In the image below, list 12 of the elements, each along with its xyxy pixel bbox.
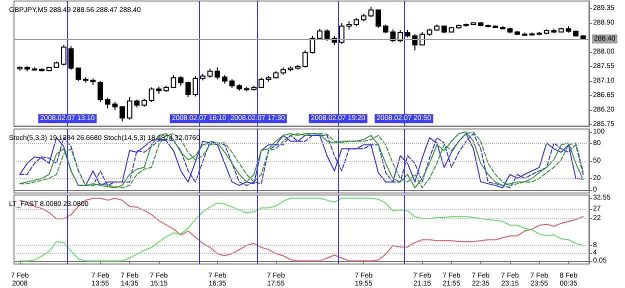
candlestick [376,8,382,28]
candlestick [420,31,425,46]
candlestick [61,44,66,66]
candlestick [120,106,125,122]
candlestick [368,6,374,18]
candlestick [148,86,154,102]
candlestick [339,22,344,44]
candlestick [98,80,104,102]
candlestick [302,50,308,68]
candlestick [170,74,176,89]
candlestick [104,97,110,109]
candlestick [178,76,184,86]
